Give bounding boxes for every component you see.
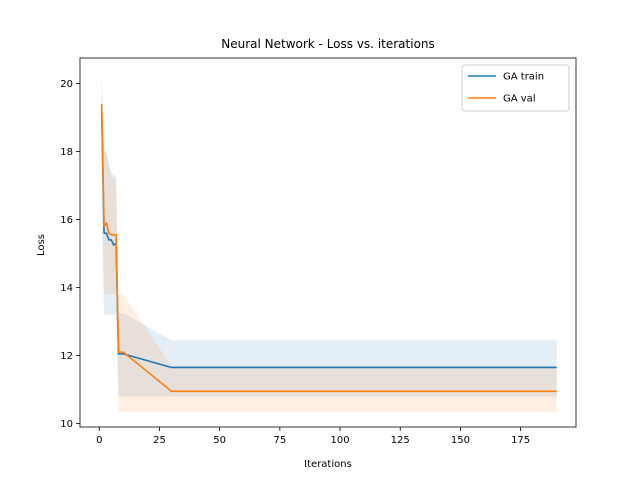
x-tick-label: 125: [391, 435, 410, 446]
x-tick-label: 175: [511, 435, 530, 446]
ga-train-line: [100, 110, 557, 369]
ga-train-legend-label: GA train: [503, 72, 544, 83]
ga-val-line: [100, 103, 557, 393]
y-tick-label: 16: [60, 215, 73, 226]
axes: 0 25 50 75 100 125 150 175 10 12 14 16 18 20: [60, 57, 577, 446]
y-tick-label: 14: [60, 283, 73, 294]
y-tick-label: 10: [60, 419, 73, 430]
ga-train-band: [101, 73, 557, 397]
ga-val-band: [101, 83, 557, 412]
ga-val-legend-label: GA val: [503, 94, 536, 105]
y-axis-title: Loss: [36, 234, 47, 256]
legend: GA train GA val: [461, 64, 570, 112]
series-lines: [100, 103, 557, 393]
x-tick-label: 150: [451, 435, 470, 446]
confidence-bands: [101, 73, 557, 412]
x-tick-label: 25: [153, 435, 166, 446]
y-tick-label: 20: [60, 79, 73, 90]
x-tick-label: 0: [96, 435, 102, 446]
x-axis-title: Iterations: [304, 459, 352, 470]
plot-frame: [79, 57, 577, 428]
y-tick-label: 12: [60, 351, 73, 362]
x-tick-label: 50: [213, 435, 226, 446]
y-tick-label: 18: [60, 147, 73, 158]
x-tick-label: 75: [273, 435, 286, 446]
x-tick-label: 100: [330, 435, 349, 446]
chart-title: Neural Network - Loss vs. iterations: [221, 37, 435, 51]
